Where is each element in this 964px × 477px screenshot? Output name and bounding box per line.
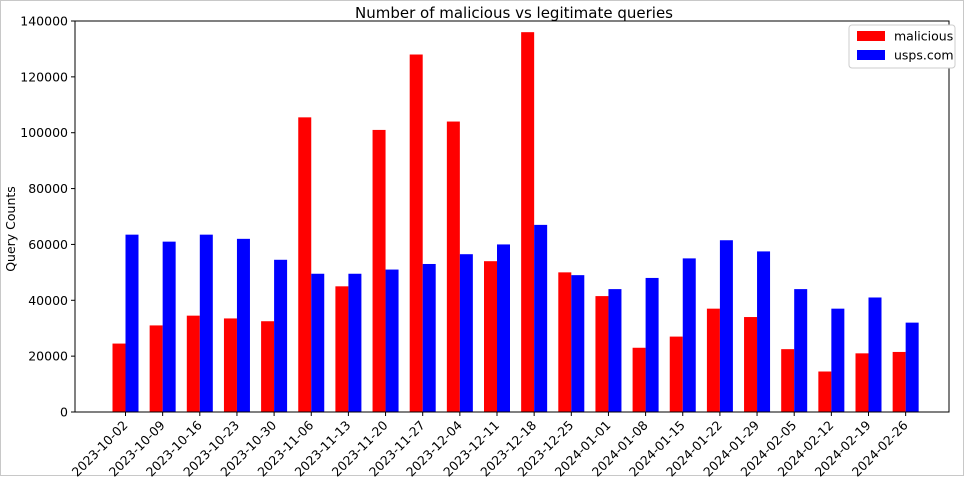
bar-usps-2024-02-05 [794, 289, 807, 412]
y-tick-label: 80000 [28, 181, 68, 196]
bar-malicious-2023-11-20 [373, 130, 386, 412]
bar-malicious-2023-11-13 [335, 286, 348, 412]
bar-usps-2024-01-01 [608, 289, 621, 412]
bar-usps-2023-10-02 [126, 235, 139, 412]
bar-usps-2024-02-26 [906, 323, 919, 412]
legend-label-usps: usps.com [894, 48, 954, 63]
y-axis-label: Query Counts [3, 186, 18, 272]
bars-layer [113, 32, 919, 412]
legend-label-malicious: malicious [894, 29, 953, 44]
bar-usps-2023-10-16 [200, 235, 213, 412]
bar-malicious-2023-10-16 [187, 316, 200, 412]
legend-swatch-usps [857, 50, 885, 60]
bar-malicious-2024-01-01 [595, 296, 608, 412]
bar-malicious-2024-01-29 [744, 317, 757, 412]
bar-malicious-2023-10-09 [150, 325, 163, 412]
bar-malicious-2023-12-18 [521, 32, 534, 412]
bar-malicious-2024-01-22 [707, 309, 720, 412]
y-tick-label: 0 [60, 405, 68, 420]
y-tick-label: 100000 [20, 125, 68, 140]
bar-usps-2023-12-04 [460, 254, 473, 412]
y-tick-label: 20000 [28, 349, 68, 364]
bar-malicious-2023-12-25 [558, 272, 571, 412]
bar-malicious-2024-02-12 [818, 372, 831, 413]
bar-malicious-2023-10-23 [224, 318, 237, 412]
y-tick-label: 60000 [28, 237, 68, 252]
bar-malicious-2023-12-04 [447, 122, 460, 412]
legend: malicious usps.com [849, 25, 955, 68]
bar-malicious-2024-02-26 [893, 352, 906, 412]
y-tick-label: 40000 [28, 293, 68, 308]
bar-usps-2023-12-25 [571, 275, 584, 412]
bar-usps-2023-12-11 [497, 244, 510, 412]
bar-malicious-2024-01-08 [633, 348, 646, 412]
bar-malicious-2023-10-30 [261, 321, 274, 412]
bar-usps-2023-11-20 [386, 270, 399, 412]
bar-usps-2023-11-06 [311, 274, 324, 412]
chart-title: Number of malicious vs legitimate querie… [355, 4, 673, 22]
bar-usps-2024-01-15 [683, 258, 696, 412]
bar-usps-2023-12-18 [534, 225, 547, 412]
bar-usps-2024-01-08 [646, 278, 659, 412]
bar-usps-2023-11-27 [423, 264, 436, 412]
bar-usps-2024-02-19 [869, 297, 882, 412]
bar-usps-2024-02-12 [831, 309, 844, 412]
bar-usps-2023-10-23 [237, 239, 250, 412]
bar-malicious-2023-11-27 [410, 55, 423, 412]
bar-malicious-2023-12-11 [484, 261, 497, 412]
legend-swatch-malicious [857, 31, 885, 41]
bar-usps-2024-01-29 [757, 251, 770, 412]
bar-usps-2023-11-13 [348, 274, 361, 412]
bar-malicious-2023-11-06 [298, 117, 311, 412]
bar-malicious-2024-01-15 [670, 337, 683, 412]
bar-usps-2023-10-09 [163, 242, 176, 412]
y-tick-label: 140000 [20, 14, 68, 29]
bar-usps-2024-01-22 [720, 240, 733, 412]
bar-usps-2023-10-30 [274, 260, 287, 412]
bar-malicious-2023-10-02 [113, 344, 126, 412]
bar-malicious-2024-02-19 [856, 353, 869, 412]
y-tick-label: 120000 [20, 69, 68, 84]
bar-malicious-2024-02-05 [781, 349, 794, 412]
